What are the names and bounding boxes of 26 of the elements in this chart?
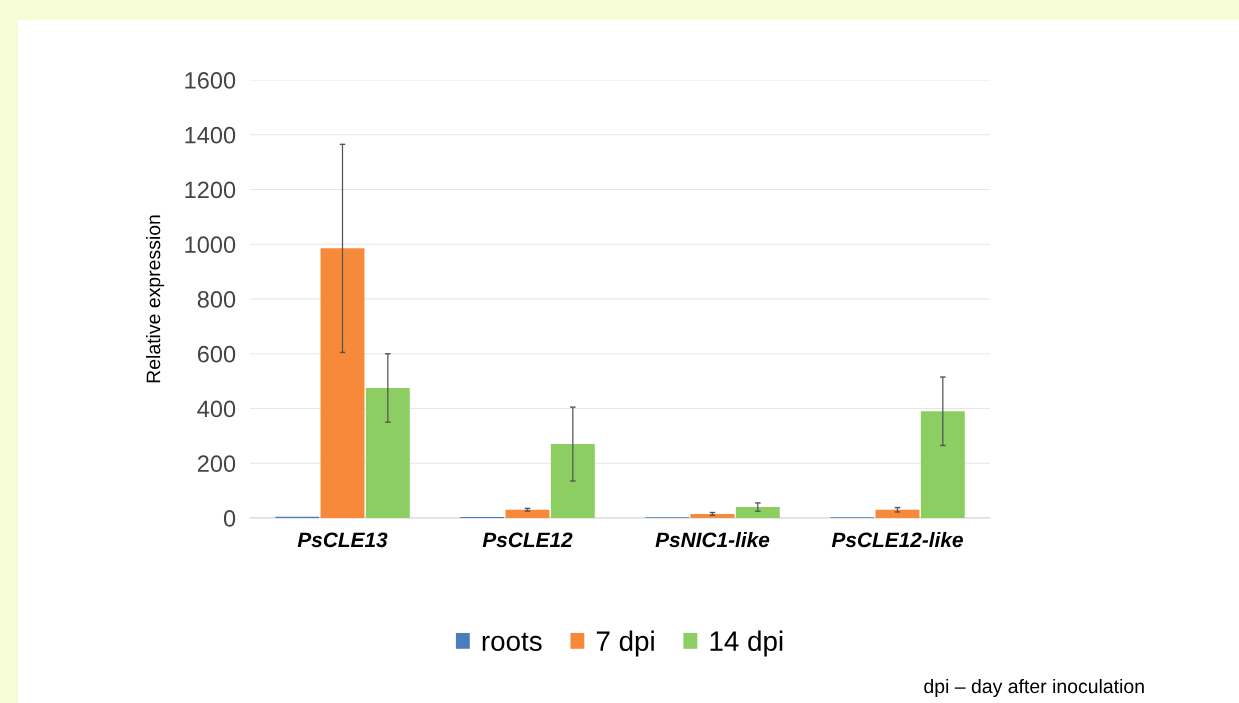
bar — [690, 513, 735, 518]
x-tick-label: PsCLE12-like — [831, 531, 963, 548]
text: dpi – day after inoculation — [924, 678, 1144, 698]
legend-label: 7 dpi — [596, 630, 654, 657]
bar — [735, 507, 780, 518]
y-tick-label: 1600 — [185, 72, 236, 89]
bar — [505, 509, 550, 518]
y-tick-label: 1000 — [185, 236, 236, 254]
legend-label: roots — [482, 632, 542, 651]
y-tick-label: 600 — [197, 345, 236, 363]
y-tick-label: 800 — [197, 291, 236, 308]
y-tick-label: 0 — [223, 510, 236, 527]
y-tick-label: 400 — [197, 400, 236, 418]
x-tick-label: PsNIC1-like — [655, 531, 770, 548]
y-tick-label: 1200 — [185, 181, 236, 199]
bar — [550, 444, 595, 518]
y-tick-label: 1400 — [185, 126, 236, 144]
bar — [875, 509, 920, 518]
y-tick-label: 200 — [197, 455, 236, 473]
bar — [365, 387, 410, 518]
x-tick-label: PsCLE13 — [297, 532, 388, 548]
legend-label: 14 dpi — [710, 630, 783, 657]
x-tick-label: PsCLE12 — [482, 532, 573, 548]
bar — [320, 248, 365, 518]
y-axis-title: Relative expression — [146, 215, 165, 383]
bar — [920, 411, 965, 518]
